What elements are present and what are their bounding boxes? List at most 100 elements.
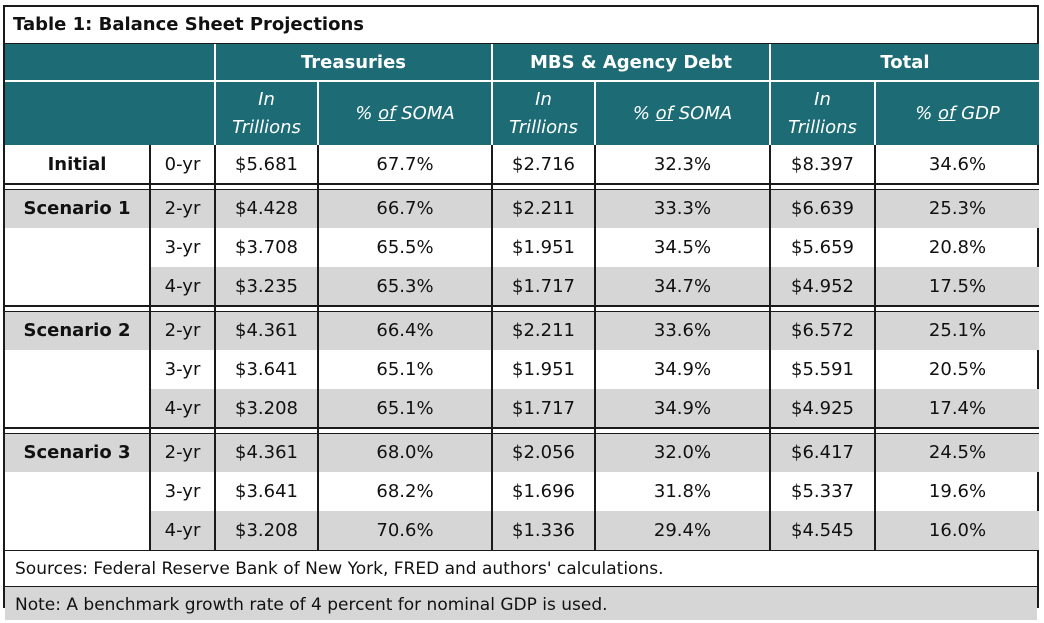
- separator-cell: [215, 305, 319, 312]
- mbs-pct-soma-header: % of SOMA: [595, 81, 772, 145]
- total-pct-cell: 20.5%: [928, 359, 987, 380]
- mbs-trillions-header: In Trillions: [492, 81, 596, 145]
- treasuries-pct-cell: 67.7%: [318, 145, 493, 184]
- separator-cell: [5, 305, 151, 312]
- separator-cell: [318, 183, 493, 190]
- treasuries-trillions-cell: $3.641: [215, 350, 319, 389]
- treasuries-trillions-cell: $3.235: [215, 267, 319, 306]
- table-row: 3-yr $3.641 65.1% $1.951 34.9% $5.591 20.5%: [5, 350, 1039, 389]
- mbs-trillions-cell: $1.951: [492, 228, 596, 267]
- treasuries-trillions-cell: $3.708: [215, 228, 319, 267]
- treasuries-pct-cell: 68.0%: [318, 433, 493, 472]
- separator-cell: [770, 305, 877, 312]
- total-trillions-cell: $4.925: [770, 389, 877, 428]
- term-cell: 3-yr: [150, 228, 216, 267]
- balance-sheet-table-frame: Table 1: Balance Sheet Projections Treas…: [3, 5, 1040, 620]
- treasuries-header: Treasuries: [215, 44, 493, 82]
- treasuries-pct-cell: 70.6%: [318, 511, 493, 550]
- separator-cell: [150, 183, 216, 190]
- mbs-pct-cell: 34.9%: [595, 389, 772, 428]
- total-trillions-cell: $4.952: [770, 267, 877, 306]
- treasuries-trillions-cell: $3.641: [215, 472, 319, 511]
- mbs-trillions-cell: $1.951: [492, 350, 596, 389]
- separator-cell: [595, 305, 772, 312]
- table-row: 3-yr $3.641 68.2% $1.696 31.8% $5.337 19.6%: [5, 472, 1039, 511]
- total-trillions-cell: $5.659: [770, 228, 877, 267]
- sources-line: Sources: Federal Reserve Bank of New Yor…: [5, 550, 1037, 586]
- treasuries-pct-cell: 65.1%: [318, 389, 493, 428]
- term-cell: 0-yr: [150, 145, 216, 184]
- term-cell: 2-yr: [150, 433, 216, 472]
- separator-cell: [215, 183, 319, 190]
- separator-cell: [770, 427, 877, 434]
- row-label: [5, 350, 151, 389]
- total-pct-cell: 25.3%: [875, 189, 1040, 228]
- term-cell: 3-yr: [150, 472, 216, 511]
- treasuries-pct-cell: 66.7%: [318, 189, 493, 228]
- mbs-trillions-cell: $1.336: [492, 511, 596, 550]
- row-label: [5, 472, 151, 511]
- mbs-trillions-cell: $2.211: [492, 189, 596, 228]
- treasuries-trillions-cell: $3.208: [215, 511, 319, 550]
- row-label: Initial: [5, 145, 151, 184]
- treasuries-pct-cell: 66.4%: [318, 311, 493, 350]
- total-trillions-header: In Trillions: [770, 81, 877, 145]
- mbs-pct-cell: 34.9%: [595, 350, 772, 389]
- treasuries-trillions-cell: $4.361: [215, 433, 319, 472]
- mbs-trillions-cell: $2.211: [492, 311, 596, 350]
- term-cell: 3-yr: [150, 350, 216, 389]
- table-row: Scenario 3 2-yr $4.361 68.0% $2.056 32.0% $6.4…: [5, 433, 1040, 472]
- trillions-text: Trillions: [788, 116, 857, 138]
- treasuries-pct-cell: 65.5%: [318, 228, 493, 267]
- term-cell: 4-yr: [150, 267, 216, 306]
- term-cell: 4-yr: [150, 511, 216, 550]
- total-pct-cell: 34.6%: [928, 153, 987, 175]
- separator-cell: [5, 427, 151, 434]
- treasuries-trillions-cell: $4.428: [215, 189, 319, 228]
- separator-cell: [318, 305, 493, 312]
- total-trillions-cell: $5.337: [770, 472, 877, 511]
- projections-table: Treasuries MBS & Agency Debt Total In Tr…: [5, 44, 1040, 550]
- sub-header-row: In Trillions % of SOMA In Trillions % of…: [5, 81, 1040, 145]
- row-label: [5, 389, 151, 428]
- row-label: Scenario 1: [5, 189, 151, 228]
- total-pct-cell: 16.0%: [875, 511, 1040, 550]
- term-cell: 2-yr: [150, 189, 216, 228]
- treasuries-trillions-cell: $3.208: [215, 389, 319, 428]
- mbs-pct-cell: 32.0%: [595, 433, 772, 472]
- mbs-pct-cell: 34.7%: [595, 267, 772, 306]
- total-trillions-cell: $8.397: [770, 145, 877, 184]
- mbs-pct-cell: 34.5%: [595, 228, 772, 267]
- row-label: Scenario 3: [5, 433, 151, 472]
- separator-cell: [215, 427, 319, 434]
- table-title: Table 1: Balance Sheet Projections: [5, 7, 1037, 44]
- group-separator: [5, 305, 1040, 312]
- mbs-trillions-cell: $1.717: [492, 389, 596, 428]
- table-row: 4-yr $3.208 70.6% $1.336 29.4% $4.545 16.0%: [5, 511, 1040, 550]
- mbs-pct-cell: 29.4%: [595, 511, 772, 550]
- total-trillions-cell: $5.591: [770, 350, 877, 389]
- treasuries-pct-cell: 68.2%: [318, 472, 493, 511]
- mbs-pct-cell: 32.3%: [595, 145, 772, 184]
- table-body: Initial 0-yr $5.681 67.7% $2.716 32.3% $8.397 3…: [5, 145, 1040, 550]
- table-row: 4-yr $3.235 65.3% $1.717 34.7% $4.952 17.5%: [5, 267, 1040, 306]
- total-pct-gdp-header: % of GDP: [875, 81, 1040, 145]
- separator-cell: [595, 427, 772, 434]
- total-trillions-cell: $4.545: [770, 511, 877, 550]
- total-pct-cell: 20.8%: [928, 237, 987, 258]
- row-label: [5, 267, 151, 306]
- treasuries-pct-soma-header: % of SOMA: [318, 81, 493, 145]
- mbs-trillions-cell: $2.716: [492, 145, 596, 184]
- in-text: In: [814, 88, 831, 110]
- row-label: [5, 511, 151, 550]
- total-trillions-cell: $6.639: [770, 189, 877, 228]
- note-line: Note: A benchmark growth rate of 4 perce…: [5, 586, 1037, 620]
- total-trillions-cell: $6.572: [770, 311, 877, 350]
- trillions-text: Trillions: [232, 116, 301, 138]
- separator-cell: [492, 183, 596, 190]
- mbs-pct-cell: 31.8%: [595, 472, 772, 511]
- total-trillions-cell: $6.417: [770, 433, 877, 472]
- term-cell: 2-yr: [150, 311, 216, 350]
- separator-cell: [875, 183, 1040, 190]
- separator-cell: [150, 427, 216, 434]
